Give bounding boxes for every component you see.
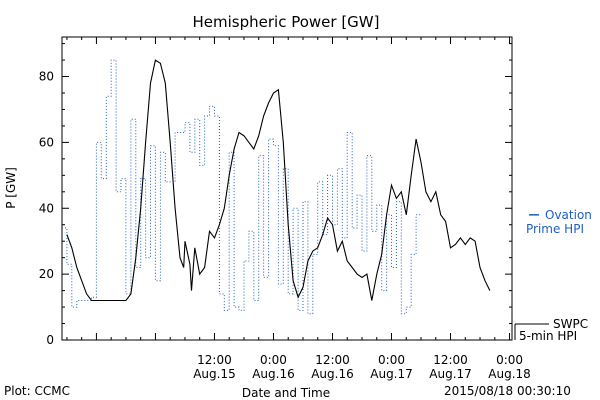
- plot-credit: Plot: CCMC: [4, 384, 70, 398]
- plot-frame: [61, 36, 513, 341]
- swpc-hpi-line: [66, 59, 491, 302]
- ovation-prime-hpi-line: [62, 59, 421, 315]
- x-tick-label-time: 0:00: [260, 353, 287, 367]
- y-axis-label: P [GW]: [4, 167, 18, 209]
- x-tick-label-time: 0:00: [496, 353, 523, 367]
- series-layer: [62, 59, 491, 315]
- ovation-legend-label-1: Ovation: [545, 208, 592, 222]
- axes: 02040608012:00Aug.150:00Aug.1612:00Aug.1…: [39, 36, 531, 381]
- x-tick-label-date: Aug.18: [488, 367, 531, 381]
- x-tick-label-time: 12:00: [433, 353, 468, 367]
- x-axis-label: Date and Time: [242, 386, 330, 400]
- swpc-legend-label-2: 5-min HPI: [519, 329, 577, 343]
- x-tick-label-time: 0:00: [378, 353, 405, 367]
- y-tick-label: 80: [39, 70, 54, 84]
- x-tick-label-date: Aug.17: [429, 367, 472, 381]
- ovation-legend-label-2: Prime HPI: [526, 222, 584, 236]
- chart-title: Hemispheric Power [GW]: [193, 13, 380, 31]
- x-tick-label-date: Aug.16: [252, 367, 295, 381]
- y-tick-label: 20: [39, 267, 54, 281]
- x-tick-label-time: 12:00: [197, 353, 232, 367]
- x-tick-label-time: 12:00: [315, 353, 350, 367]
- plot-timestamp: 2015/08/18 00:30:10: [444, 384, 571, 398]
- y-tick-label: 60: [39, 135, 54, 149]
- y-tick-label: 0: [46, 333, 54, 347]
- x-tick-label-date: Aug.17: [370, 367, 413, 381]
- x-tick-label-date: Aug.16: [311, 367, 354, 381]
- x-tick-label-date: Aug.15: [193, 367, 236, 381]
- swpc-legend-label-1: SWPC: [553, 317, 588, 331]
- y-tick-label: 40: [39, 201, 54, 215]
